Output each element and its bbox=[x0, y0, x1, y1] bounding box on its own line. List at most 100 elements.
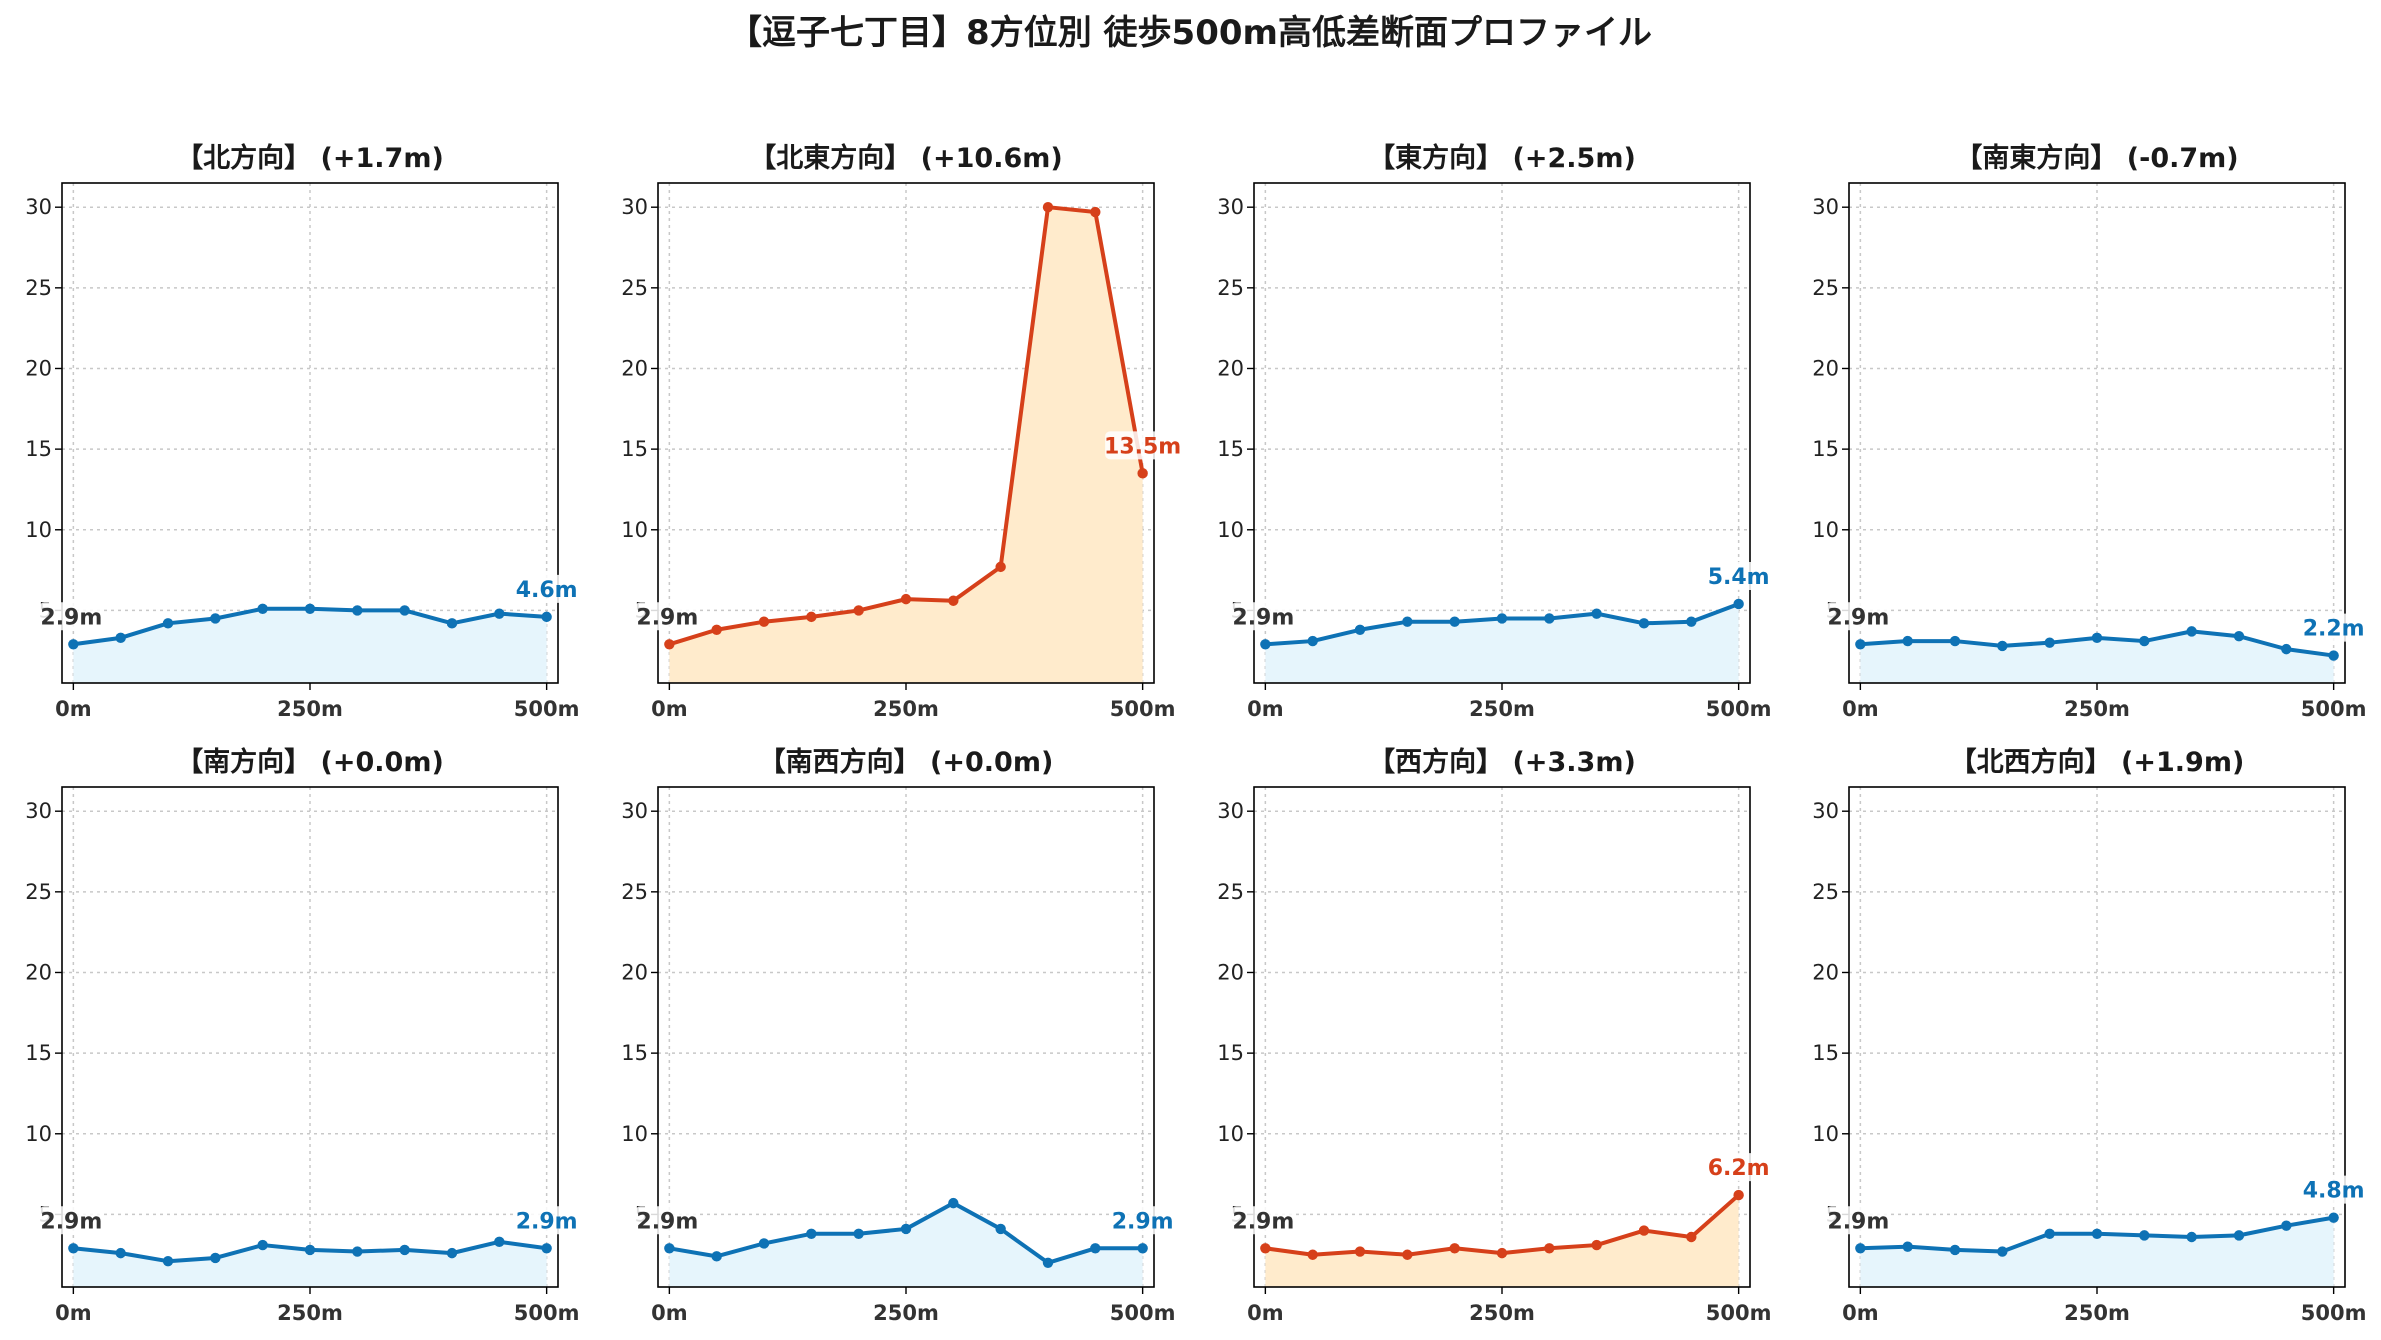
direction-panel-2: 【北東方向】 (+10.6m)510152025300m250m500m2.9m… bbox=[621, 142, 1181, 721]
profile-point-350m bbox=[399, 1244, 410, 1256]
profile-point-500m bbox=[2328, 650, 2339, 661]
start-elevation-label: 2.9m bbox=[1232, 605, 1294, 630]
profile-point-500m bbox=[541, 1243, 552, 1254]
profile-point-400m bbox=[1638, 1225, 1650, 1236]
start-label-background bbox=[39, 602, 104, 631]
y-tick-label: 10 bbox=[621, 518, 648, 542]
plot-area bbox=[62, 183, 558, 683]
x-tick-label: 0m bbox=[1247, 1301, 1284, 1325]
x-tick-label: 250m bbox=[1469, 697, 1535, 721]
y-tick-label: 25 bbox=[1812, 276, 1839, 300]
start-elevation-label: 2.9m bbox=[40, 605, 102, 630]
profile-point-400m bbox=[2233, 631, 2245, 642]
x-tick-label: 500m bbox=[1110, 697, 1176, 721]
profile-point-300m bbox=[352, 1246, 363, 1257]
y-tick-label: 15 bbox=[621, 437, 648, 461]
x-tick-label: 0m bbox=[55, 1301, 92, 1325]
profile-point-350m bbox=[995, 561, 1006, 573]
y-tick-label: 30 bbox=[25, 195, 52, 219]
start-elevation-label: 2.9m bbox=[1827, 605, 1889, 630]
x-tick-label: 0m bbox=[1842, 697, 1879, 721]
start-label-background bbox=[1826, 602, 1891, 631]
y-tick-label: 10 bbox=[1217, 1122, 1244, 1146]
profile-point-250m bbox=[900, 593, 912, 605]
profile-point-50m bbox=[711, 1251, 722, 1262]
y-tick-label: 20 bbox=[1812, 960, 1839, 984]
profile-point-250m bbox=[1496, 613, 1508, 624]
y-tick-label: 25 bbox=[1217, 880, 1244, 904]
panel-title: 【北東方向】 (+10.6m) bbox=[749, 142, 1062, 174]
end-label-background bbox=[1105, 431, 1181, 460]
y-tick-label: 15 bbox=[1217, 437, 1244, 461]
y-tick-label: 20 bbox=[25, 356, 52, 380]
profile-point-300m bbox=[948, 1197, 959, 1209]
panel-title: 【北西方向】 (+1.9m) bbox=[1950, 746, 2245, 778]
profile-point-50m bbox=[115, 632, 126, 644]
y-tick-label: 20 bbox=[1217, 356, 1244, 380]
profile-point-0m bbox=[1260, 1243, 1271, 1254]
y-tick-label: 15 bbox=[1812, 1041, 1839, 1065]
x-tick-label: 0m bbox=[1842, 1301, 1879, 1325]
profile-point-300m bbox=[1544, 613, 1555, 624]
start-label-background bbox=[39, 1206, 104, 1235]
y-tick-label: 25 bbox=[621, 276, 648, 300]
profile-point-150m bbox=[1402, 616, 1413, 627]
profile-point-200m bbox=[2044, 637, 2055, 648]
y-tick-label: 10 bbox=[25, 518, 52, 542]
end-label-background bbox=[515, 1206, 578, 1235]
y-tick-label: 20 bbox=[621, 356, 648, 380]
y-tick-label: 10 bbox=[621, 1122, 648, 1146]
profile-point-100m bbox=[1949, 635, 1961, 647]
profile-area-fill bbox=[1265, 1195, 1739, 1287]
y-tick-label: 25 bbox=[25, 880, 52, 904]
x-tick-label: 0m bbox=[1247, 697, 1284, 721]
end-elevation-label: 2.9m bbox=[1112, 1209, 1174, 1234]
end-label-background bbox=[515, 574, 578, 603]
profile-point-100m bbox=[758, 1238, 770, 1249]
start-elevation-label: 2.9m bbox=[636, 605, 698, 630]
profile-point-500m bbox=[1137, 468, 1148, 479]
panel-title: 【東方向】 (+2.5m) bbox=[1368, 142, 1636, 174]
profile-area-fill bbox=[669, 207, 1143, 683]
profile-point-500m bbox=[541, 611, 552, 623]
profile-point-50m bbox=[1902, 1241, 1913, 1252]
end-elevation-label: 2.9m bbox=[516, 1209, 578, 1234]
x-tick-label: 250m bbox=[873, 1301, 939, 1325]
y-tick-label: 10 bbox=[1217, 518, 1244, 542]
profile-point-200m bbox=[2044, 1228, 2055, 1239]
end-label-background bbox=[1707, 561, 1770, 590]
profile-point-150m bbox=[806, 1228, 817, 1239]
profile-point-250m bbox=[304, 1244, 316, 1256]
start-label-background bbox=[1231, 602, 1296, 631]
profile-point-100m bbox=[162, 618, 174, 629]
y-tick-label: 20 bbox=[1812, 356, 1839, 380]
x-tick-label: 500m bbox=[2301, 697, 2367, 721]
profile-point-0m bbox=[1855, 639, 1866, 650]
x-tick-label: 250m bbox=[873, 697, 939, 721]
plot-area bbox=[1849, 787, 2345, 1287]
direction-panel-5: 【南方向】 (+0.0m)510152025300m250m500m2.9m2.… bbox=[25, 746, 579, 1325]
profile-point-400m bbox=[1042, 201, 1054, 213]
profile-point-250m bbox=[2091, 1228, 2103, 1239]
y-tick-label: 10 bbox=[1812, 518, 1839, 542]
direction-panel-7: 【西方向】 (+3.3m)510152025300m250m500m2.9m6.… bbox=[1217, 746, 1771, 1325]
y-tick-label: 15 bbox=[621, 1041, 648, 1065]
y-tick-label: 30 bbox=[1217, 195, 1244, 219]
plot-area bbox=[658, 787, 1154, 1287]
y-tick-label: 30 bbox=[621, 195, 648, 219]
panel-title: 【南方向】 (+0.0m) bbox=[176, 746, 444, 778]
panel-title: 【西方向】 (+3.3m) bbox=[1368, 746, 1636, 778]
end-elevation-label: 2.2m bbox=[2303, 617, 2365, 642]
profile-point-200m bbox=[257, 603, 268, 615]
plot-area bbox=[62, 787, 558, 1287]
profile-point-150m bbox=[1402, 1249, 1413, 1260]
profile-point-250m bbox=[304, 603, 316, 615]
profile-point-100m bbox=[1949, 1244, 1961, 1256]
end-label-background bbox=[2302, 613, 2365, 642]
x-tick-label: 250m bbox=[277, 697, 343, 721]
end-elevation-label: 5.4m bbox=[1708, 565, 1770, 590]
profile-point-450m bbox=[1686, 616, 1697, 627]
profile-area-fill bbox=[73, 608, 547, 683]
profile-point-150m bbox=[210, 613, 221, 624]
profile-area-fill bbox=[669, 1203, 1143, 1287]
